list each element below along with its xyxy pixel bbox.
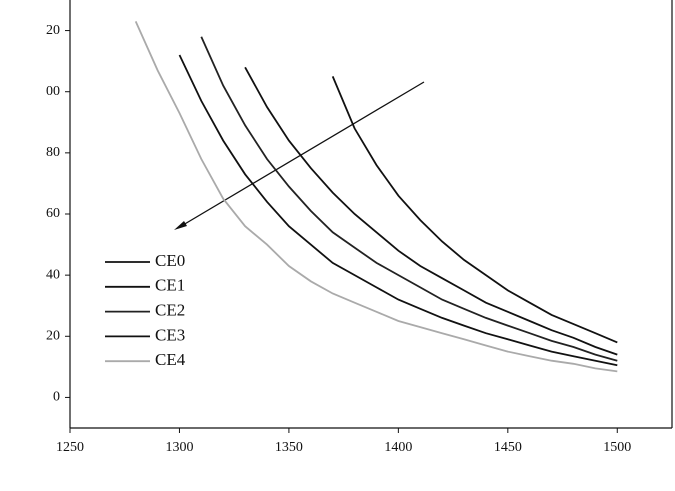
y-tick-label: 80 [46,145,60,160]
arrow-head [174,221,187,230]
legend-text: CE4 [155,350,186,369]
y-tick-label: 40 [46,267,60,282]
x-tick-label: 1400 [384,440,412,455]
series-line [244,66,618,356]
y-tick-label: 00 [46,84,60,99]
legend-text: CE3 [155,325,185,344]
x-tick-label: 1350 [275,440,303,455]
legend-text: CE0 [155,251,185,270]
x-tick-label: 1450 [494,440,522,455]
y-tick-label: 20 [46,23,60,38]
legend-text: CE2 [155,301,185,320]
y-tick-label: 0 [53,390,60,405]
series-line [178,54,618,367]
series-line [200,36,618,362]
x-tick-label: 1500 [603,440,631,455]
x-tick-label: 1250 [56,440,84,455]
y-tick-label: 20 [46,329,60,344]
legend-text: CE1 [155,276,185,295]
series-line [134,21,618,373]
series-line [331,76,618,344]
x-tick-label: 1300 [165,440,193,455]
y-tick-label: 60 [46,206,60,221]
